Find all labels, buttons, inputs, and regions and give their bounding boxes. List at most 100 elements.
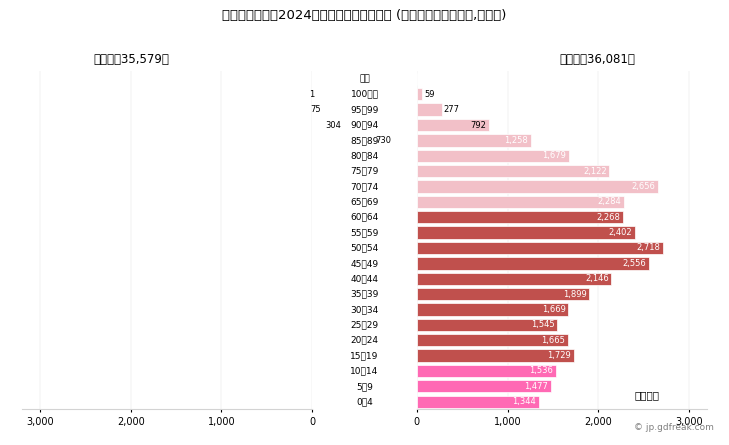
Bar xyxy=(417,211,623,223)
Text: 304: 304 xyxy=(326,121,342,129)
Text: 1,806: 1,806 xyxy=(473,336,497,345)
Text: 65～69: 65～69 xyxy=(351,198,378,206)
Bar xyxy=(312,150,437,162)
Bar xyxy=(417,150,569,162)
Text: 2,083: 2,083 xyxy=(499,290,523,299)
Text: 1,344: 1,344 xyxy=(512,397,536,406)
Bar xyxy=(312,104,319,116)
Text: 1,477: 1,477 xyxy=(524,382,548,391)
Text: 2,146: 2,146 xyxy=(585,274,609,283)
Bar xyxy=(312,349,480,362)
Text: 1: 1 xyxy=(309,90,314,99)
Text: 2,656: 2,656 xyxy=(631,182,655,191)
Text: 1,545: 1,545 xyxy=(531,320,554,329)
Text: 2,216: 2,216 xyxy=(510,274,534,283)
Text: 1,851: 1,851 xyxy=(477,351,502,360)
Bar xyxy=(417,380,551,392)
Bar xyxy=(312,227,537,239)
Text: 95～99: 95～99 xyxy=(351,105,378,114)
Bar xyxy=(312,211,515,223)
Bar xyxy=(417,88,422,101)
Text: 1,954: 1,954 xyxy=(487,166,510,176)
Text: 0～4: 0～4 xyxy=(356,397,373,406)
Text: 1,729: 1,729 xyxy=(547,351,571,360)
Bar xyxy=(312,165,490,177)
Text: 80～84: 80～84 xyxy=(351,151,378,160)
Bar xyxy=(417,334,568,346)
Text: 59: 59 xyxy=(424,90,434,99)
Bar xyxy=(312,257,560,270)
Text: 1,899: 1,899 xyxy=(563,290,586,299)
Bar xyxy=(417,119,488,131)
Text: © jp.gdfreak.com: © jp.gdfreak.com xyxy=(634,423,714,432)
Text: 2,871: 2,871 xyxy=(570,243,594,252)
Bar xyxy=(417,273,612,285)
Text: 2,240: 2,240 xyxy=(512,213,537,222)
Text: 1,376: 1,376 xyxy=(434,151,459,160)
Bar xyxy=(312,273,513,285)
Bar xyxy=(312,380,455,392)
Text: 30～34: 30～34 xyxy=(351,305,378,314)
Text: 2,268: 2,268 xyxy=(596,213,620,222)
Text: 792: 792 xyxy=(470,121,486,129)
Text: 2,477: 2,477 xyxy=(534,228,558,237)
Text: 45～49: 45～49 xyxy=(351,259,378,268)
Text: 75: 75 xyxy=(311,105,321,114)
Text: 10～14: 10～14 xyxy=(351,367,378,376)
Text: 100歳～: 100歳～ xyxy=(351,90,378,99)
Bar xyxy=(417,180,658,193)
Bar xyxy=(417,319,557,331)
Bar xyxy=(417,227,635,239)
Text: 60～64: 60～64 xyxy=(351,213,378,222)
Bar xyxy=(312,334,476,346)
Text: 1,679: 1,679 xyxy=(542,151,566,160)
Bar xyxy=(417,288,589,300)
Text: 1,745: 1,745 xyxy=(468,320,491,329)
Bar xyxy=(417,104,442,116)
Text: 2,436: 2,436 xyxy=(531,182,555,191)
Text: 1,569: 1,569 xyxy=(452,382,475,391)
Text: 1,802: 1,802 xyxy=(473,305,496,314)
Text: 2,718: 2,718 xyxy=(637,243,660,252)
Bar xyxy=(312,196,512,208)
Text: 15～19: 15～19 xyxy=(351,351,378,360)
Text: 1,429: 1,429 xyxy=(439,397,463,406)
Text: 50～54: 50～54 xyxy=(351,243,378,252)
Bar xyxy=(417,365,556,377)
Text: 1,258: 1,258 xyxy=(504,136,529,145)
Bar xyxy=(312,288,502,300)
Bar xyxy=(312,365,464,377)
Text: 70～74: 70～74 xyxy=(351,182,378,191)
Bar xyxy=(312,134,378,146)
Text: 277: 277 xyxy=(444,105,460,114)
Text: 35～39: 35～39 xyxy=(351,290,378,299)
Text: 南アルプス市の2024年１月１日の人口構成 (住民基本台帳ベース,総人口): 南アルプス市の2024年１月１日の人口構成 (住民基本台帳ベース,総人口) xyxy=(222,9,507,22)
Text: 女性計：36,081人: 女性計：36,081人 xyxy=(560,53,636,66)
Bar xyxy=(417,257,649,270)
Bar xyxy=(312,396,442,408)
Bar xyxy=(417,349,574,362)
Text: 2,122: 2,122 xyxy=(583,166,607,176)
Text: 1,665: 1,665 xyxy=(541,336,565,345)
Text: 2,726: 2,726 xyxy=(557,259,581,268)
Text: 730: 730 xyxy=(375,136,391,145)
Bar xyxy=(417,303,568,316)
Bar xyxy=(312,319,471,331)
Text: 40～44: 40～44 xyxy=(351,274,378,283)
Bar xyxy=(417,165,609,177)
Text: 75～79: 75～79 xyxy=(351,166,378,176)
Bar xyxy=(312,303,476,316)
Text: 1,678: 1,678 xyxy=(461,367,486,376)
Text: 1,536: 1,536 xyxy=(529,367,553,376)
Bar xyxy=(417,242,663,254)
Text: 90～94: 90～94 xyxy=(351,121,378,129)
Text: 2,210: 2,210 xyxy=(510,198,534,206)
Bar xyxy=(312,242,573,254)
Bar xyxy=(312,180,534,193)
Text: 2,556: 2,556 xyxy=(623,259,646,268)
Text: 男性計：35,579人: 男性計：35,579人 xyxy=(93,53,169,66)
Text: 2,402: 2,402 xyxy=(609,228,632,237)
Text: 20～24: 20～24 xyxy=(351,336,378,345)
Text: 85～89: 85～89 xyxy=(351,136,378,145)
Text: 1,669: 1,669 xyxy=(542,305,566,314)
